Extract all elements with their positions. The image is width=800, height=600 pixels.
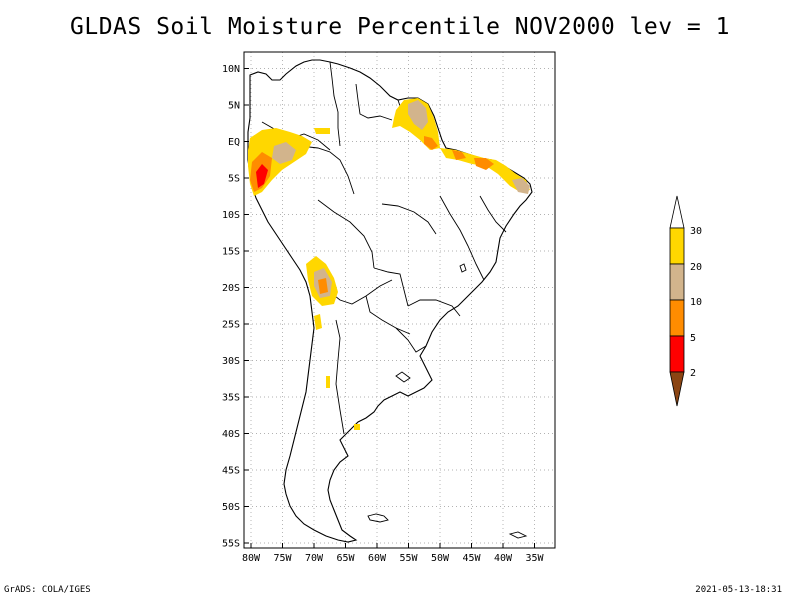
lat-label-eq: EQ bbox=[228, 137, 240, 148]
patch-chile-yellow bbox=[314, 314, 322, 330]
lon-label-55w: 55W bbox=[399, 553, 418, 564]
patch-altiplano-orange bbox=[318, 278, 328, 294]
lon-label-40w: 40W bbox=[494, 553, 513, 564]
patch-nebrazil-orange2 bbox=[452, 150, 466, 160]
footer-timestamp: 2021-05-13-18:31 bbox=[695, 585, 782, 595]
legend-label-30: 30 bbox=[690, 226, 702, 237]
lon-label-70w: 70W bbox=[305, 553, 324, 564]
legend-swatch-above-30 bbox=[669, 195, 685, 229]
latitude-axis: 10N 5N EQ 5S 10S 15S 20S 25S 30S 35S 40S 45S 50S 55S bbox=[222, 64, 249, 550]
lon-label-65w: 65W bbox=[336, 553, 355, 564]
lon-label-45w: 45W bbox=[462, 553, 481, 564]
islands bbox=[367, 263, 528, 539]
lat-label-25s: 25S bbox=[222, 320, 240, 331]
legend-swatch-below-2 bbox=[669, 371, 685, 407]
legend-label-10: 10 bbox=[690, 297, 702, 308]
patch-amazon-yellow bbox=[314, 128, 330, 134]
legend-label-2: 2 bbox=[690, 368, 696, 379]
legend-swatch-2-5 bbox=[669, 335, 685, 373]
footer-credit: GrADS: COLA/IGES bbox=[4, 585, 91, 595]
patch-ecuador-red bbox=[256, 164, 268, 188]
lat-label-20s: 20S bbox=[222, 283, 240, 294]
lon-label-80w: 80W bbox=[242, 553, 261, 564]
lon-label-60w: 60W bbox=[368, 553, 387, 564]
lon-label-50w: 50W bbox=[431, 553, 450, 564]
map-frame-outline bbox=[243, 51, 556, 549]
patch-nebrazil-tan bbox=[512, 178, 530, 194]
patch-ecuador-tan bbox=[272, 142, 296, 164]
longitude-axis: 80W 75W 70W 65W 60W 55W 50W 45W 40W 35W bbox=[242, 543, 545, 564]
lat-label-5s: 5S bbox=[228, 174, 240, 185]
lat-label-45s: 45S bbox=[222, 466, 240, 477]
lat-label-15s: 15S bbox=[222, 247, 240, 258]
lat-label-30s: 30S bbox=[222, 356, 240, 367]
lat-label-50s: 50S bbox=[222, 502, 240, 513]
lon-label-75w: 75W bbox=[273, 553, 292, 564]
lat-label-10n: 10N bbox=[222, 64, 240, 75]
color-legend: 30 20 10 5 2 bbox=[669, 195, 702, 407]
legend-label-20: 20 bbox=[690, 262, 702, 273]
lon-label-35w: 35W bbox=[525, 553, 544, 564]
patch-patagonia-yellow bbox=[354, 424, 360, 430]
legend-swatch-20-30 bbox=[669, 227, 685, 265]
lat-label-35s: 35S bbox=[222, 393, 240, 404]
map-title: GLDAS Soil Moisture Percentile NOV2000 l… bbox=[70, 14, 730, 40]
patch-guiana-orange bbox=[424, 136, 438, 150]
lat-label-5n: 5N bbox=[228, 101, 240, 112]
map-frame bbox=[243, 51, 556, 549]
percentile-patches bbox=[248, 98, 530, 430]
legend-swatch-10-20 bbox=[669, 263, 685, 301]
lat-label-55s: 55S bbox=[222, 539, 240, 550]
patch-nebrazil-yellow bbox=[440, 148, 530, 192]
lat-label-10s: 10S bbox=[222, 210, 240, 221]
country-borders bbox=[261, 61, 507, 435]
legend-swatch-5-10 bbox=[669, 299, 685, 337]
patch-nebrazil-orange bbox=[474, 158, 494, 170]
lat-label-40s: 40S bbox=[222, 429, 240, 440]
gridlines bbox=[244, 52, 555, 548]
legend-label-5: 5 bbox=[690, 333, 696, 344]
patch-argentina-yellow bbox=[326, 376, 330, 388]
patch-guiana-tan bbox=[408, 100, 428, 130]
